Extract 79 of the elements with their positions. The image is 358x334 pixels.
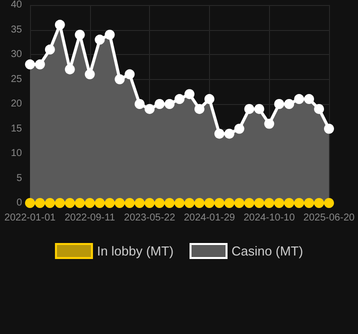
point xyxy=(114,198,125,208)
point xyxy=(25,198,35,208)
point xyxy=(184,198,194,208)
point xyxy=(244,104,254,114)
point xyxy=(144,198,155,208)
point xyxy=(224,128,234,139)
point xyxy=(34,198,45,208)
point xyxy=(234,124,244,134)
point xyxy=(44,198,55,208)
y-tick-label: 25 xyxy=(10,74,22,85)
point xyxy=(214,128,224,139)
point xyxy=(274,99,284,109)
y-tick-label: 35 xyxy=(10,24,22,36)
point xyxy=(234,198,244,208)
x-tick-label: 2024-01-29 xyxy=(184,212,236,224)
point xyxy=(304,198,314,208)
point xyxy=(84,198,95,208)
point xyxy=(104,198,115,208)
point xyxy=(154,99,165,109)
point xyxy=(274,198,284,208)
point xyxy=(214,198,224,208)
point xyxy=(134,198,145,208)
x-tick-label: 2022-09-11 xyxy=(64,212,116,224)
y-tick-label: 40 xyxy=(10,0,22,10)
point xyxy=(304,94,314,104)
point xyxy=(134,99,145,109)
point xyxy=(124,198,135,208)
point xyxy=(94,34,105,45)
point xyxy=(254,198,264,208)
y-tick-label: 20 xyxy=(10,98,22,110)
point xyxy=(264,118,274,129)
point xyxy=(114,74,125,84)
point xyxy=(284,198,294,208)
point xyxy=(224,198,234,208)
point xyxy=(314,104,324,114)
point xyxy=(324,124,334,134)
y-tick-label: 0 xyxy=(16,198,22,208)
y-tick-label: 15 xyxy=(10,123,22,134)
x-tick-label: 2025-06-20 xyxy=(303,212,356,224)
point xyxy=(314,198,324,208)
point xyxy=(74,30,85,40)
point xyxy=(294,94,304,104)
point xyxy=(164,198,175,208)
point xyxy=(144,104,155,114)
point xyxy=(204,94,214,104)
point xyxy=(154,198,165,208)
point xyxy=(74,198,85,208)
point xyxy=(264,198,274,208)
y-tick-label: 5 xyxy=(16,172,22,184)
point xyxy=(204,198,214,208)
point xyxy=(194,198,204,208)
point xyxy=(194,104,204,114)
point xyxy=(44,44,55,55)
legend-label: Casino (MT) xyxy=(232,244,304,258)
x-tick-label: 2023-05-22 xyxy=(124,212,176,224)
point xyxy=(64,64,75,74)
point xyxy=(254,104,264,114)
point xyxy=(174,94,184,104)
point xyxy=(174,198,184,208)
point xyxy=(64,198,75,208)
point xyxy=(244,198,254,208)
point xyxy=(94,198,105,208)
point xyxy=(34,59,45,70)
point xyxy=(104,30,115,40)
y-tick-label: 10 xyxy=(10,148,22,159)
x-tick-label: 2024-10-10 xyxy=(244,212,296,224)
point xyxy=(284,99,294,109)
point xyxy=(324,198,334,208)
point xyxy=(54,198,65,208)
point xyxy=(25,59,35,70)
legend-label: In lobby (MT) xyxy=(96,244,174,258)
point xyxy=(294,198,304,208)
point xyxy=(164,99,175,109)
point xyxy=(84,69,95,80)
point xyxy=(124,69,135,80)
point xyxy=(54,20,65,30)
x-tick-label: 2022-01-01 xyxy=(4,212,56,224)
point xyxy=(184,89,194,100)
y-tick-label: 30 xyxy=(10,49,22,60)
